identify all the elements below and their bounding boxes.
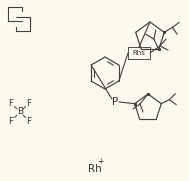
Text: F: F: [27, 117, 31, 125]
Text: B: B: [17, 108, 23, 117]
Text: F: F: [27, 98, 31, 108]
Text: F: F: [9, 98, 13, 108]
Text: Rh: Rh: [88, 164, 102, 174]
Text: P: P: [112, 97, 118, 107]
Text: +: +: [97, 157, 103, 165]
FancyBboxPatch shape: [128, 47, 150, 59]
Text: F: F: [9, 117, 13, 125]
Text: Rhs: Rhs: [132, 50, 146, 56]
